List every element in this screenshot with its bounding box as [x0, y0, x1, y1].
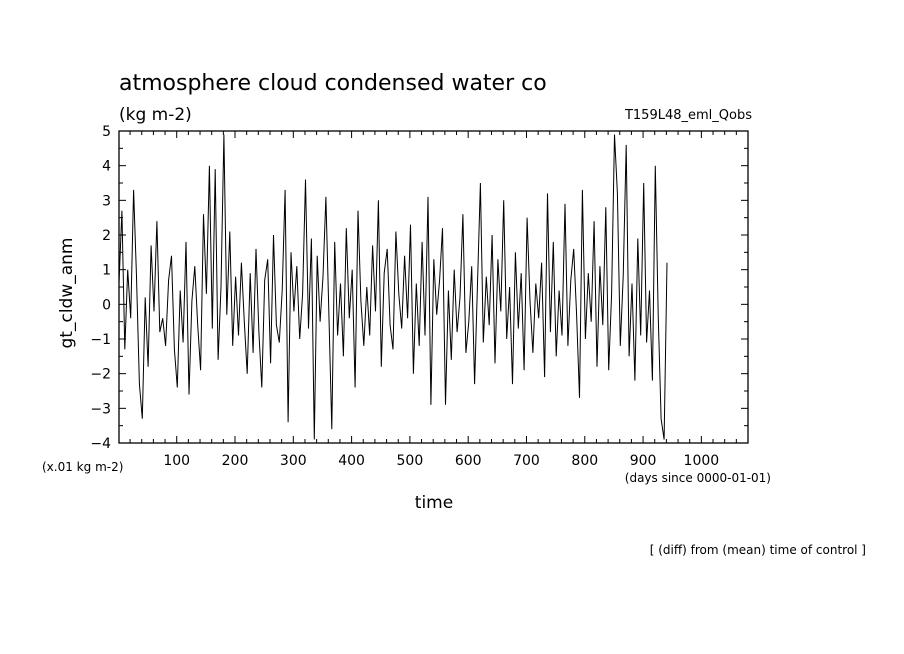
- tick-labels: −4 −3 −2 −1 0 1 2 3 4 5 100 200 300 400 500 600 700 800 90…: [90, 124, 719, 469]
- x-tick-label: 500: [397, 453, 424, 469]
- run-label: T159L48_eml_Qobs: [624, 108, 752, 123]
- x-tick-label: 900: [630, 453, 657, 469]
- x-tick-label: 600: [455, 453, 482, 469]
- y-tick-label: −4: [90, 436, 111, 452]
- y-tick-label: −1: [90, 332, 111, 348]
- y-axis-label: gt_cldw_anm: [57, 238, 77, 349]
- units-label: (kg m-2): [119, 105, 192, 125]
- x-tick-label: 200: [222, 453, 249, 469]
- y-unit-note: (x.01 kg m-2): [42, 460, 123, 474]
- plot-frame: [118, 130, 749, 444]
- x-tick-label: 400: [338, 453, 365, 469]
- y-tick-label: 3: [102, 193, 111, 209]
- x-tick-label: 800: [571, 453, 598, 469]
- y-tick-label: −2: [90, 367, 111, 383]
- y-tick-label: 4: [102, 159, 111, 175]
- y-tick-label: 2: [102, 228, 111, 244]
- chart-title: atmosphere cloud condensed water co: [119, 71, 547, 96]
- x-tick-label: 300: [280, 453, 307, 469]
- y-tick-label: 0: [102, 297, 111, 313]
- y-tick-label: 1: [102, 263, 111, 279]
- x-tick-label: 700: [513, 453, 540, 469]
- x-tick-label: 1000: [684, 453, 720, 469]
- series-line: [118, 134, 668, 440]
- x-tick-label: 100: [163, 453, 190, 469]
- x-axis-label: time: [415, 493, 453, 513]
- footnote: [ (diff) from (mean) time of control ]: [650, 543, 866, 557]
- y-tick-label: −3: [90, 401, 111, 417]
- y-tick-label: 5: [102, 124, 111, 140]
- x-unit-note: (days since 0000-01-01): [625, 471, 771, 485]
